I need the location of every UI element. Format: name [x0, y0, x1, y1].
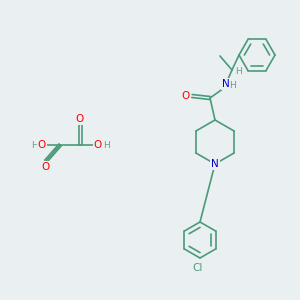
Text: N: N	[211, 159, 219, 169]
Text: H: H	[230, 82, 236, 91]
Text: H: H	[103, 140, 110, 149]
Text: Cl: Cl	[193, 263, 203, 273]
Text: O: O	[181, 91, 189, 101]
Text: O: O	[76, 114, 84, 124]
Text: O: O	[42, 162, 50, 172]
Text: O: O	[38, 140, 46, 150]
Text: N: N	[222, 79, 230, 89]
Text: H: H	[235, 68, 242, 76]
Text: H: H	[31, 140, 38, 149]
Text: O: O	[94, 140, 102, 150]
